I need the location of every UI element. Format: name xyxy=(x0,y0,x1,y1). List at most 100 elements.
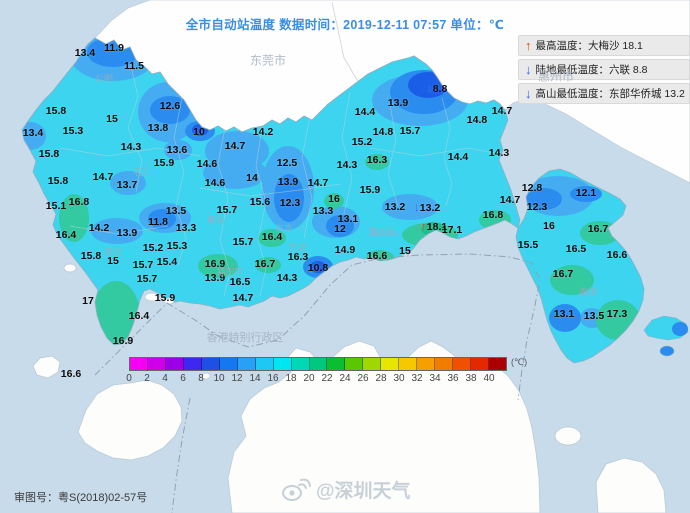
colorbar-segment xyxy=(219,358,238,370)
temp-label: 15.9 xyxy=(154,292,176,304)
temp-label: ↓8.8 xyxy=(426,81,448,95)
colorbar-segment xyxy=(453,358,472,370)
temp-label: 14.7 xyxy=(499,194,521,206)
colorbar-tick: 30 xyxy=(393,373,405,384)
colorbar-segment xyxy=(399,358,418,370)
colorbar-tick: 20 xyxy=(303,373,315,384)
colorbar-tick: 6 xyxy=(180,373,186,384)
colorbar-segment xyxy=(435,358,454,370)
region-name: 石岩 xyxy=(133,167,153,178)
colorbar-tick: 4 xyxy=(162,373,168,384)
temp-label: 14.7 xyxy=(491,105,513,117)
temp-label: 16.6 xyxy=(606,249,628,261)
colorbar-segment xyxy=(255,358,274,370)
colorbar-segment xyxy=(130,358,148,370)
region-name: 新安 xyxy=(104,247,124,258)
colorbar-segment xyxy=(381,358,400,370)
temp-label: 14.3 xyxy=(276,272,298,284)
colorbar-tick: 8 xyxy=(198,373,204,384)
colorbar-unit: (℃) xyxy=(511,357,528,367)
legend-item-text: 最高温度：大梅沙 18.1 xyxy=(535,40,643,52)
temp-label: 14.7 xyxy=(92,171,114,183)
temp-label: 14.6 xyxy=(196,158,218,170)
region-name: 福田区 xyxy=(216,267,244,278)
page-title: 全市自动站温度 数据时间：2019-12-11 07:57 单位：℃ xyxy=(185,18,505,32)
temp-label: 15.7 xyxy=(216,204,238,216)
temp-label: 14.9 xyxy=(334,244,356,256)
colorbar-tick: 22 xyxy=(321,373,333,384)
temp-label: 15.8 xyxy=(45,105,67,117)
temp-label: 10 xyxy=(193,126,205,138)
temp-label: 16.6 xyxy=(60,368,82,380)
region-name: 盐田区 xyxy=(369,226,397,237)
low-temp-arrow-icon: ↓ xyxy=(413,200,420,214)
temp-label: 13.7 xyxy=(116,179,138,191)
temp-label: 16.9 xyxy=(204,258,226,270)
colorbar-tick: 32 xyxy=(411,373,423,384)
temp-label: 13.9 xyxy=(204,272,226,284)
colorbar-tick: 36 xyxy=(447,373,459,384)
extremes-legend: ↑ 最高温度：大梅沙 18.1 ↓ 陆地最低温度：六联 8.8 ↓ 高山最低温度：东部华侨… xyxy=(518,35,690,107)
temp-label: 14.2 xyxy=(252,126,274,138)
shenzhen-coastline xyxy=(21,37,521,346)
temp-label: 16.4 xyxy=(261,231,283,243)
colorbar-segment xyxy=(147,358,166,370)
temp-label: 17 xyxy=(82,295,94,307)
temp-label: 16.7 xyxy=(552,268,574,280)
down-arrow-icon: ↓ xyxy=(525,62,532,77)
temp-label: 15.5 xyxy=(517,239,539,251)
legend-mountain-min-temp: ↓ 高山最低温度：东部华侨城 13.2 xyxy=(518,83,690,104)
colorbar-tick: 38 xyxy=(465,373,477,384)
temp-label: 15.7 xyxy=(232,236,254,248)
temp-label: 15.7 xyxy=(399,125,421,137)
temp-label: 17.3 xyxy=(606,308,628,320)
temp-label: 15 xyxy=(107,255,119,267)
temp-label: 13.9 xyxy=(387,97,409,109)
colorbar-segment xyxy=(237,358,256,370)
colorbar-tick: 0 xyxy=(126,373,132,384)
colorbar-segment xyxy=(201,358,220,370)
temp-label: 14.8 xyxy=(372,126,394,138)
temp-label: 14.3 xyxy=(488,147,510,159)
region-name: 罗湖 xyxy=(287,242,307,253)
colorbar-tick: 40 xyxy=(483,373,495,384)
temp-label: 15.2 xyxy=(142,242,164,254)
temp-label: 14.8 xyxy=(466,114,488,126)
colorbar-segment xyxy=(327,358,346,370)
temp-label: 15.2 xyxy=(351,136,373,148)
temp-label: 12.6 xyxy=(159,100,181,112)
colorbar-tick: 34 xyxy=(429,373,441,384)
temp-label: 15.9 xyxy=(153,157,175,169)
temp-label: 16.5 xyxy=(229,276,251,288)
temp-label: 13.8 xyxy=(147,122,169,134)
down-arrow-icon: ↓ xyxy=(525,86,532,101)
temp-label: 16.7 xyxy=(587,223,609,235)
temp-label: 15.9 xyxy=(359,184,381,196)
temp-label: 15.3 xyxy=(166,240,188,252)
colorbar-tick: 24 xyxy=(339,373,351,384)
temp-label: 15.3 xyxy=(62,125,84,137)
colorbar-tick: 18 xyxy=(285,373,297,384)
colorbar-tick: 14 xyxy=(249,373,261,384)
colorbar-segment xyxy=(183,358,202,370)
colorbar-tick: 26 xyxy=(357,373,369,384)
temp-label: 15 xyxy=(106,113,118,125)
region-name: 惠州市 xyxy=(537,69,575,84)
small-islands xyxy=(32,263,211,380)
region-name: 香港特别行政区 xyxy=(206,332,284,344)
colorbar-segment xyxy=(309,358,328,370)
temp-label: 13.9 xyxy=(277,176,299,188)
temp-label: 13.3 xyxy=(312,205,334,217)
temp-label: 14.3 xyxy=(336,159,358,171)
temp-label: 12.3 xyxy=(526,201,548,213)
temp-label: 16.4 xyxy=(128,310,150,322)
temp-label: 15.7 xyxy=(132,259,154,271)
low-temp-arrow-icon: ↓ xyxy=(426,81,433,95)
colorbar-tick: 10 xyxy=(213,373,225,384)
colorbar-segment xyxy=(417,358,436,370)
legend-item-text: 高山最低温度：东部华侨城 13.2 xyxy=(535,88,685,100)
temp-label: 11.8 xyxy=(148,216,168,228)
colorbar-tick: 16 xyxy=(267,373,279,384)
